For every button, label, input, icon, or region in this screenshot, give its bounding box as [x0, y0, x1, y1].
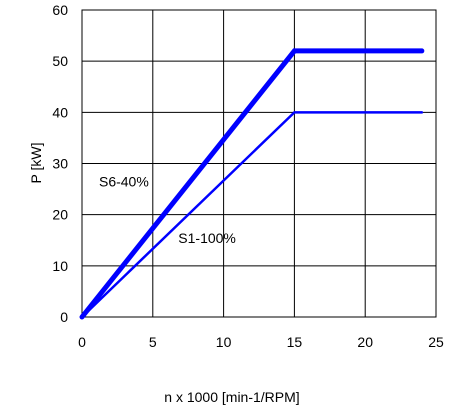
y-tick-label: 10 — [52, 258, 68, 274]
series-label: S6-40% — [99, 174, 149, 190]
y-axis-title: P [kW] — [28, 143, 44, 184]
y-tick-label: 20 — [52, 207, 68, 223]
series-line-s1-100 — [80, 111, 424, 319]
y-tick-label: 40 — [52, 104, 68, 120]
y-axis-ticks: 0 10 20 30 40 50 60 — [52, 2, 68, 325]
x-tick-label: 25 — [428, 334, 444, 350]
y-tick-label: 60 — [52, 2, 68, 18]
series-label: S1-100% — [178, 230, 236, 246]
grid — [82, 10, 436, 317]
y-tick-label: 50 — [52, 53, 68, 69]
x-tick-label: 0 — [78, 334, 86, 350]
x-tick-label: 15 — [287, 334, 303, 350]
series-line-s6-40 — [79, 48, 425, 320]
x-tick-label: 20 — [357, 334, 373, 350]
plot-frame — [81, 9, 437, 318]
x-axis-ticks: 0 5 10 15 20 25 — [78, 334, 444, 350]
series-layer — [79, 48, 425, 320]
annotations: S6-40% S1-100% — [99, 174, 236, 246]
y-tick-label: 0 — [60, 309, 68, 325]
x-axis-title: n x 1000 [min-1/RPM] — [164, 389, 299, 405]
y-tick-label: 30 — [52, 156, 68, 172]
x-tick-label: 10 — [216, 334, 232, 350]
x-tick-label: 5 — [149, 334, 157, 350]
